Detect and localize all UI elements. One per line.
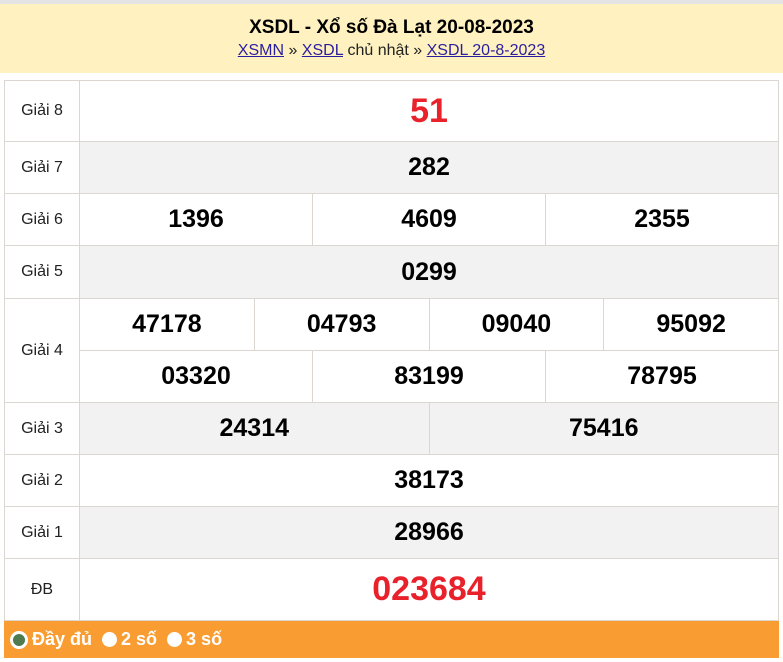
option-2-digits[interactable]: 2 số xyxy=(102,629,157,650)
row-g3: Giải 3 24314 75416 xyxy=(4,402,779,455)
prize-number: 2355 xyxy=(545,193,779,246)
row-g8: Giải 8 51 xyxy=(4,80,779,142)
prize-number: 95092 xyxy=(603,298,779,351)
breadcrumb-xsmn[interactable]: XSMN xyxy=(237,42,284,59)
top-bar xyxy=(0,0,783,4)
option-full[interactable]: Đầy đủ xyxy=(10,629,92,650)
row-db: ĐB 023684 xyxy=(4,558,779,621)
row-g2: Giải 2 38173 xyxy=(4,454,779,507)
prize-label: Giải 1 xyxy=(4,506,80,559)
breadcrumb-xsdl[interactable]: XSDL xyxy=(301,42,343,59)
prize-number: 282 xyxy=(79,141,779,194)
breadcrumb: XSMN » XSDL chủ nhật » XSDL 20-8-2023 xyxy=(0,42,783,60)
breadcrumb-text: chủ nhật » xyxy=(343,42,427,59)
radio-selected-icon[interactable] xyxy=(10,630,28,649)
option-3-digits[interactable]: 3 số xyxy=(167,629,222,650)
prize-label: ĐB xyxy=(4,558,80,621)
prize-number: 28966 xyxy=(79,506,779,559)
display-options: Đầy đủ 2 số 3 số xyxy=(4,621,779,658)
results-table: Giải 8 51 Giải 7 282 Giải 6 1396 4609 2355 Gi… xyxy=(4,80,779,621)
prize-number: 78795 xyxy=(545,350,779,403)
header: XSDL - Xổ số Đà Lạt 20-08-2023 XSMN » XS… xyxy=(0,4,783,73)
prize-number: 1396 xyxy=(79,193,313,246)
prize-number: 75416 xyxy=(428,402,779,455)
page-title: XSDL - Xổ số Đà Lạt 20-08-2023 xyxy=(249,17,534,38)
prize-number: 09040 xyxy=(428,298,605,351)
prize-number: 04793 xyxy=(253,298,430,351)
radio-icon[interactable] xyxy=(102,632,118,647)
row-g1: Giải 1 28966 xyxy=(4,506,779,559)
prize-label: Giải 7 xyxy=(4,141,80,194)
row-g6: Giải 6 1396 4609 2355 xyxy=(4,193,779,246)
radio-icon[interactable] xyxy=(167,632,183,647)
breadcrumb-sep: » xyxy=(284,42,302,59)
option-label: Đầy đủ xyxy=(32,629,93,649)
prize-number: 38173 xyxy=(79,454,779,507)
breadcrumb-date[interactable]: XSDL 20-8-2023 xyxy=(426,42,546,59)
prize-label: Giải 6 xyxy=(4,193,80,246)
prize-number: 4609 xyxy=(312,193,546,246)
row-g5: Giải 5 0299 xyxy=(4,245,779,299)
prize-number: 023684 xyxy=(79,558,779,621)
prize-number: 24314 xyxy=(79,402,430,455)
prize-number: 0299 xyxy=(79,245,779,299)
prize-label: Giải 4 xyxy=(4,298,80,403)
prize-number: 03320 xyxy=(79,350,313,403)
row-g7: Giải 7 282 xyxy=(4,141,779,194)
prize-label: Giải 8 xyxy=(4,80,80,142)
option-label: 2 số xyxy=(121,629,158,649)
option-label: 3 số xyxy=(186,629,223,649)
row-g4: Giải 4 47178 04793 09040 95092 xyxy=(4,298,779,403)
prize-label: Giải 3 xyxy=(4,402,80,455)
prize-label: Giải 5 xyxy=(4,245,80,299)
row-g4b: 03320 83199 78795 xyxy=(5,350,779,403)
prize-number: 47178 xyxy=(79,298,255,351)
prize-number: 83199 xyxy=(312,350,546,403)
prize-number: 51 xyxy=(79,80,779,142)
prize-label: Giải 2 xyxy=(4,454,80,507)
